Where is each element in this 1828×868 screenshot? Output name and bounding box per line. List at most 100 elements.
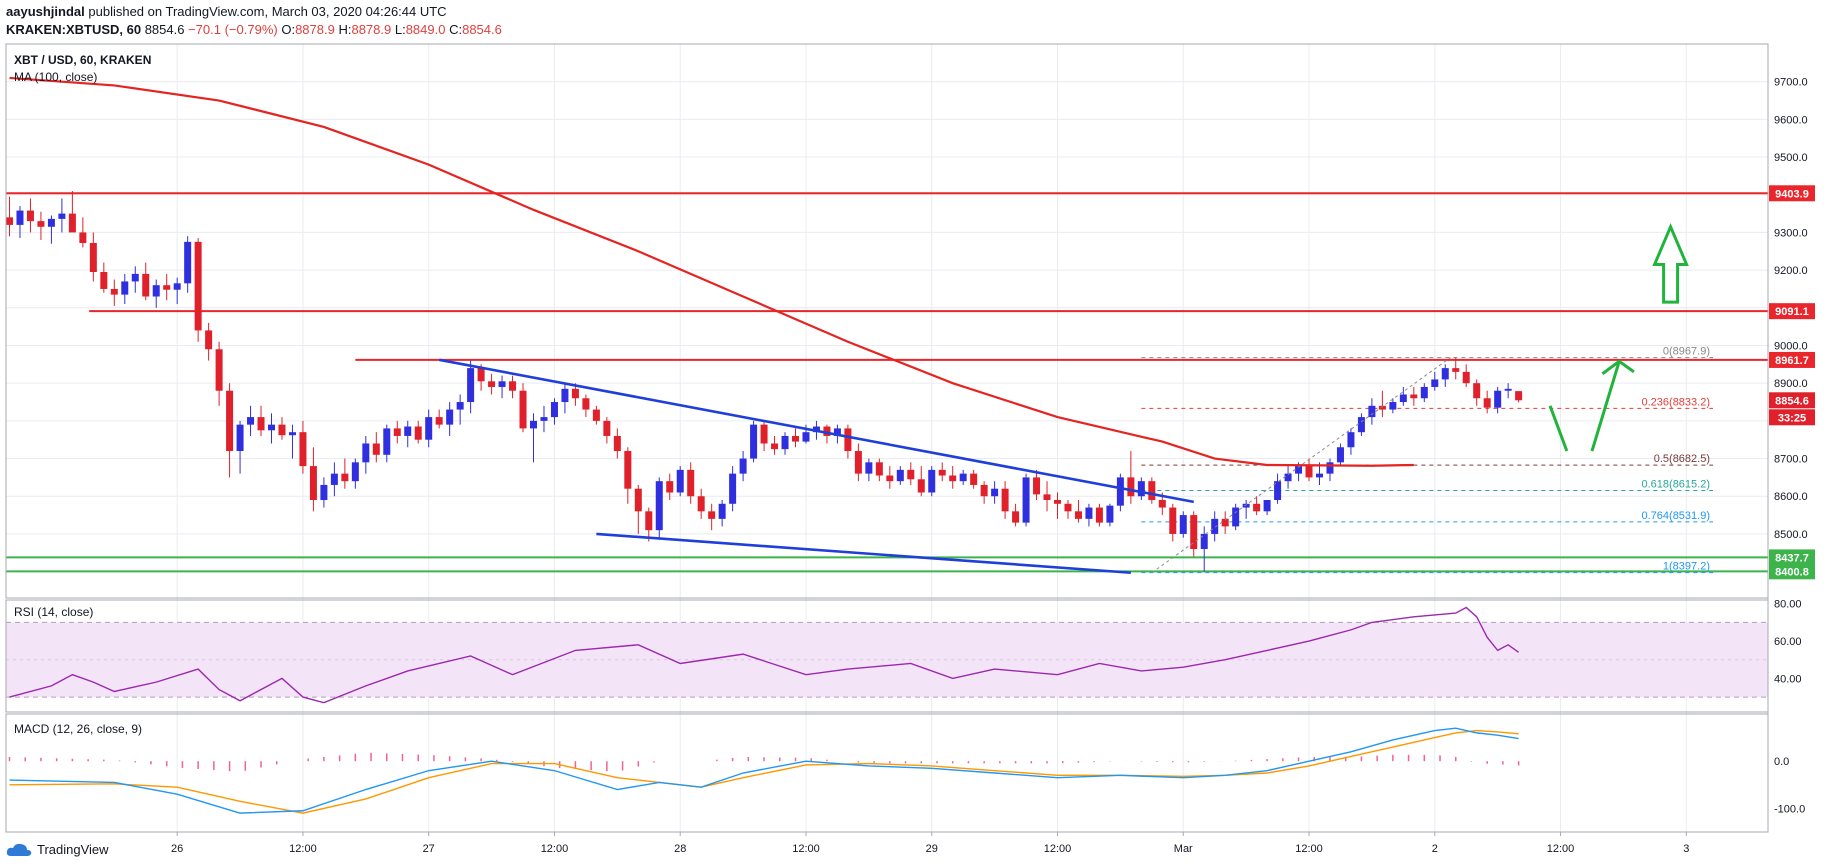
- time-tick-label: 12:00: [289, 843, 317, 855]
- level-resistance-label: 9091.1: [1775, 306, 1809, 318]
- candle-body: [739, 458, 747, 474]
- candle-body: [666, 481, 674, 493]
- fib-label: 1(8397.2): [1663, 561, 1710, 573]
- rsi-pane: [9, 606, 1520, 704]
- countdown-tag: [1769, 409, 1815, 426]
- tradingview-logo[interactable]: TradingView: [6, 842, 109, 857]
- macd-line: [9, 727, 1519, 814]
- time-tick-label: Mar: [1174, 843, 1193, 855]
- candle-body: [844, 428, 852, 452]
- candle-body: [676, 469, 684, 493]
- price-tick-label: 9600.0: [1774, 114, 1808, 126]
- candle-body: [729, 473, 737, 504]
- candle-body: [236, 424, 244, 452]
- level-resistance-label: 9403.9: [1775, 188, 1809, 200]
- candle-body: [100, 272, 108, 289]
- macd-tick-label: -100.0: [1774, 803, 1805, 815]
- time-tick-label: 12:00: [1295, 843, 1323, 855]
- candle-body: [561, 388, 569, 403]
- level-resistance-tag: [1769, 185, 1815, 202]
- candle-body: [1357, 417, 1365, 433]
- candle-body: [645, 511, 653, 531]
- candle-body: [278, 424, 286, 436]
- level-support-label: 8437.7: [1775, 552, 1809, 564]
- candle-body: [121, 281, 129, 295]
- candle-body: [194, 241, 202, 331]
- close-value: 8854.6: [462, 22, 502, 37]
- candle-body: [362, 443, 370, 463]
- time-tick-label: 12:00: [541, 843, 569, 855]
- time-tick-label: 12:00: [1044, 843, 1072, 855]
- candle-body: [477, 368, 485, 382]
- candle-body: [949, 475, 957, 482]
- candle-body: [1054, 500, 1061, 504]
- candle-body: [173, 283, 181, 290]
- candle-body: [823, 426, 831, 436]
- candle-body: [792, 435, 799, 442]
- candle-body: [1274, 481, 1282, 501]
- level-resistance-tag: [1769, 351, 1815, 368]
- candle-body: [1316, 473, 1323, 478]
- candle-body: [959, 473, 967, 482]
- candle-body: [509, 381, 517, 391]
- candle-body: [425, 417, 433, 440]
- candle-body: [288, 432, 296, 436]
- candle-body: [1378, 405, 1386, 410]
- last-price-label: 8854.6: [1775, 395, 1809, 407]
- candle-body: [89, 242, 97, 273]
- candle-body: [435, 417, 443, 425]
- rsi-tick-label: 60.00: [1774, 636, 1802, 648]
- candle-body: [750, 424, 758, 459]
- candle-body: [1462, 371, 1470, 384]
- candle-body: [760, 424, 768, 444]
- price-tick-label: 8700.0: [1774, 454, 1808, 466]
- horizontal-levels: [6, 192, 1768, 573]
- level-resistance-tag: [1769, 303, 1815, 320]
- candle-body: [1127, 477, 1135, 497]
- price-tick-label: 8900.0: [1774, 378, 1808, 390]
- high-value: 8878.9: [351, 22, 392, 37]
- candle-body: [163, 285, 171, 290]
- published-text: published on TradingView.com, March 03, …: [88, 4, 447, 19]
- rsi-tick-label: 80.00: [1774, 599, 1802, 611]
- candle-body: [446, 409, 454, 425]
- time-tick-label: 29: [926, 843, 938, 855]
- time-tick-label: 28: [674, 843, 686, 855]
- time-axis[interactable]: 26 12:00 27 12:00 28 12:00 29 12:00 Mar 12:00 2 12:…: [171, 832, 1689, 855]
- candle-body: [488, 381, 496, 387]
- candle-body: [68, 213, 76, 233]
- candle-body: [1137, 481, 1145, 497]
- candle-body: [530, 420, 537, 429]
- candle-body: [1347, 432, 1355, 448]
- candle-body: [152, 285, 160, 297]
- candle-body: [938, 469, 946, 476]
- candle-body: [1190, 515, 1198, 550]
- candle-body: [205, 330, 213, 350]
- candle-body: [1179, 515, 1187, 534]
- candle-body: [1232, 507, 1240, 527]
- level-support-label: 8400.8: [1775, 566, 1809, 578]
- candle-body: [1242, 503, 1250, 508]
- macd-tick-label: 0.0: [1774, 756, 1789, 768]
- trendline: [438, 358, 1194, 504]
- candle-body: [6, 217, 13, 225]
- rsi-overbought-oversold-band: [6, 622, 1768, 698]
- author-name[interactable]: aayushjindal: [6, 4, 85, 19]
- candle-body: [1494, 390, 1502, 408]
- price-axis[interactable]: 9700.09600.09500.09400.09300.09200.09100…: [1769, 77, 1815, 816]
- rsi-band: [6, 621, 1768, 698]
- candle-body: [896, 469, 904, 482]
- candle-body: [519, 390, 527, 429]
- candle-body: [299, 432, 307, 467]
- brand-name: TradingView: [37, 842, 109, 857]
- candle-body: [414, 426, 422, 440]
- candle-body: [1064, 503, 1072, 512]
- candle-body: [802, 432, 810, 442]
- candle-body: [854, 451, 862, 474]
- fib-label: 0.5(8682.5): [1654, 453, 1710, 465]
- price-tick-label: 9500.0: [1774, 152, 1808, 164]
- candle-body: [47, 218, 55, 227]
- candle-body: [1263, 500, 1271, 512]
